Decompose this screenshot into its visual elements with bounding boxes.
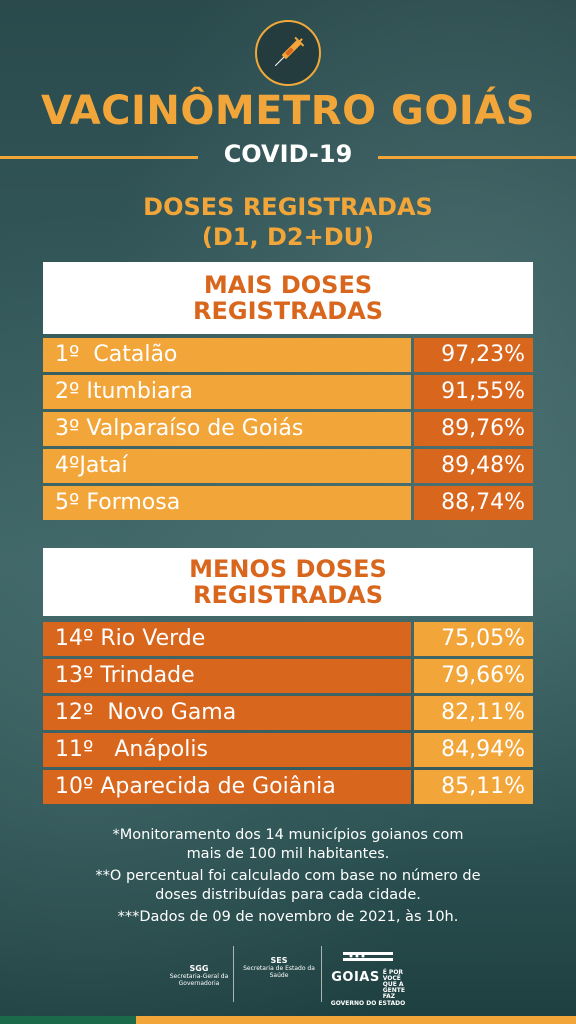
sgg-abbr: SGG (189, 964, 209, 973)
goias-logo: GOIAS É POR VOCÊ QUE A GENTE FAZ GOVERNO… (328, 946, 408, 1007)
city-cell: 13º Trindade (43, 659, 411, 693)
section-heading: DOSES REGISTRADAS (D1, D2+DU) (0, 192, 576, 252)
top-heading-line2: REGISTRADAS (193, 297, 383, 325)
ses-abbr: SES (270, 956, 288, 965)
bottom-bar (0, 1016, 576, 1024)
goias-text: GOIAS (331, 970, 380, 985)
rank-label: 12º (55, 700, 94, 725)
city-name: Anápolis (114, 737, 208, 762)
pct-cell: 89,48% (414, 449, 533, 483)
flag-stars-icon (343, 952, 393, 961)
top-table-heading: MAIS DOSES REGISTRADAS (43, 262, 533, 334)
city-name: Rio Verde (100, 626, 206, 651)
footnotes: *Monitoramento dos 14 municípios goianos… (0, 826, 576, 930)
rank-label: 11º (55, 737, 94, 762)
footer-logos: SGG Secretaria-Geral da Governadoria SES… (0, 940, 576, 1010)
pct-cell: 85,11% (414, 770, 533, 804)
ses-logo: SES Secretaria de Estado da Saúde (240, 946, 318, 1002)
rank-label: 5º (55, 490, 80, 515)
city-cell: 10º Aparecida de Goiânia (43, 770, 411, 804)
footnote: *Monitoramento dos 14 municípios goianos… (112, 827, 464, 862)
city-name: Valparaíso de Goiás (86, 416, 304, 441)
syringe-logo (255, 20, 321, 86)
goias-wordmark: GOIAS É POR VOCÊ QUE A GENTE FAZ (328, 970, 408, 1000)
table-row: 1º Catalão 97,23% (43, 338, 533, 372)
table-row: 10º Aparecida de Goiânia 85,11% (43, 770, 533, 806)
footnote: **O percentual foi calculado com base no… (95, 868, 481, 903)
city-cell: 12º Novo Gama (43, 696, 411, 730)
table-row: 14º Rio Verde 75,05% (43, 622, 533, 656)
city-name: Itumbiara (86, 379, 193, 404)
ses-full: Secretaria de Estado da Saúde (243, 965, 315, 979)
section-heading-line1: DOSES REGISTRADAS (143, 193, 433, 221)
table-row: 4ºJataí 89,48% (43, 449, 533, 483)
table-row: 3º Valparaíso de Goiás 89,76% (43, 412, 533, 446)
divider-right (378, 156, 576, 159)
syringe-icon (274, 36, 305, 67)
rank-label: 13º (55, 663, 94, 688)
table-row: 5º Formosa 88,74% (43, 486, 533, 520)
footer-divider (321, 946, 322, 1002)
pct-cell: 88,74% (414, 486, 533, 520)
footnote: ***Dados de 09 de novembro de 2021, às 1… (117, 909, 459, 925)
city-name: Catalão (93, 342, 178, 367)
subtitle-row: COVID-19 (0, 140, 576, 174)
table-row: 11º Anápolis 84,94% (43, 733, 533, 767)
table-row: 13º Trindade 79,66% (43, 659, 533, 693)
subtitle: COVID-19 (223, 140, 353, 168)
pct-cell: 89,76% (414, 412, 533, 446)
rank-label: 14º (55, 626, 94, 651)
bottom-bar-accent (0, 1016, 136, 1024)
pct-cell: 97,23% (414, 338, 533, 372)
rank-label: 1º (55, 342, 80, 367)
city-name: Aparecida de Goiânia (100, 774, 336, 799)
city-cell: 4ºJataí (43, 449, 411, 483)
city-cell: 1º Catalão (43, 338, 411, 372)
sgg-logo: SGG Secretaria-Geral da Governadoria (168, 946, 230, 1002)
bottom-heading-line2: REGISTRADAS (193, 581, 383, 609)
pct-cell: 82,11% (414, 696, 533, 730)
section-heading-line2: (D1, D2+DU) (201, 223, 375, 251)
table-row: 12º Novo Gama 82,11% (43, 696, 533, 730)
rank-label: 10º (55, 774, 94, 799)
rank-label: 4º (55, 453, 80, 478)
footer-divider (233, 946, 234, 1002)
goias-slogan: É POR VOCÊ QUE A GENTE FAZ (382, 969, 405, 1000)
city-name: Jataí (79, 453, 128, 478)
pct-cell: 84,94% (414, 733, 533, 767)
pct-cell: 79,66% (414, 659, 533, 693)
table-row: 2º Itumbiara 91,55% (43, 375, 533, 409)
rank-label: 2º (55, 379, 80, 404)
city-cell: 14º Rio Verde (43, 622, 411, 656)
goias-gov: GOVERNO DO ESTADO (330, 1000, 406, 1007)
city-cell: 3º Valparaíso de Goiás (43, 412, 411, 446)
city-name: Novo Gama (107, 700, 237, 725)
pct-cell: 91,55% (414, 375, 533, 409)
city-name: Trindade (100, 663, 195, 688)
city-cell: 5º Formosa (43, 486, 411, 520)
pct-cell: 75,05% (414, 622, 533, 656)
rank-label: 3º (55, 416, 80, 441)
top-heading-line1: MAIS DOSES (203, 271, 373, 299)
bottom-heading-line1: MENOS DOSES (189, 555, 387, 583)
sgg-full: Secretaria-Geral da Governadoria (169, 973, 229, 987)
page-title: VACINÔMETRO GOIÁS (40, 88, 536, 134)
divider-left (0, 156, 198, 159)
city-cell: 2º Itumbiara (43, 375, 411, 409)
city-name: Formosa (86, 490, 181, 515)
city-cell: 11º Anápolis (43, 733, 411, 767)
bottom-table-heading: MENOS DOSES REGISTRADAS (43, 548, 533, 616)
